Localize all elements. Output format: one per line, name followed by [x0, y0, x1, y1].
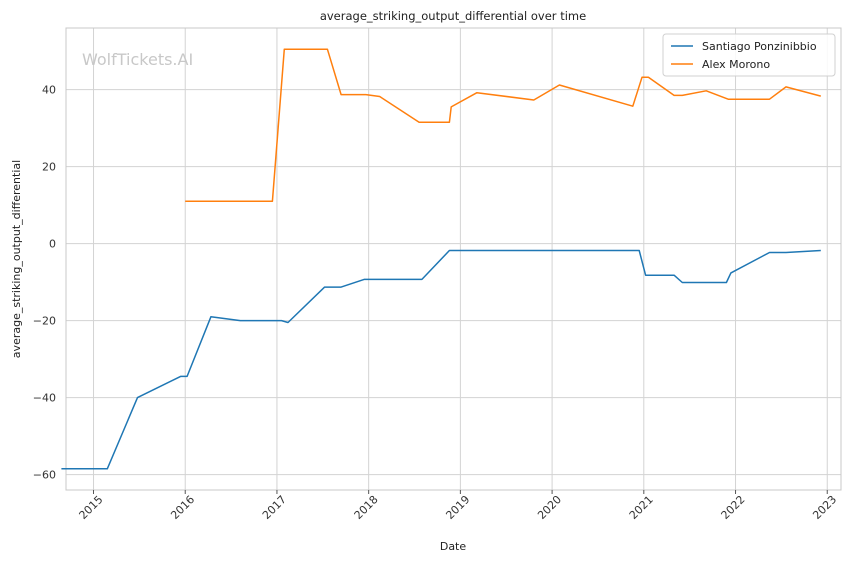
x-tick-label: 2018 — [352, 493, 381, 522]
series-line-santiago-ponzinibbio — [61, 249, 821, 470]
x-tick-label: 2022 — [719, 493, 748, 522]
series-line-alex-morono — [185, 48, 821, 203]
y-tick-label: 0 — [49, 238, 56, 251]
x-tick-label: 2016 — [168, 493, 197, 522]
legend-label-alex-morono: Alex Morono — [702, 58, 770, 71]
y-tick-label: −40 — [33, 392, 56, 405]
x-tick-label: 2020 — [535, 493, 564, 522]
y-tick-label: −60 — [33, 469, 56, 482]
plot-frame — [65, 27, 842, 491]
y-tick-label: 40 — [42, 84, 56, 97]
legend-label-santiago-ponzinibbio: Santiago Ponzinibbio — [702, 40, 817, 53]
tick-layer: 2015 2016 2017 2018 2019 2020 2021 2022 2023 −60 −… — [33, 84, 839, 522]
y-tick-label: 20 — [42, 161, 56, 174]
x-axis-label: Date — [440, 540, 467, 553]
x-tick-label: 2017 — [260, 493, 289, 522]
legend: Santiago Ponzinibbio Alex Morono — [662, 33, 836, 77]
series-layer — [61, 48, 821, 470]
watermark: WolfTickets.AI — [82, 50, 193, 69]
x-tick-label: 2019 — [443, 493, 472, 522]
grid-layer — [66, 28, 841, 490]
y-tick-label: −20 — [33, 315, 56, 328]
legend-box — [662, 33, 836, 77]
x-tick-label: 2023 — [810, 493, 839, 522]
chart-title: average_striking_output_differential ove… — [320, 9, 586, 23]
y-axis-label: average_striking_output_differential — [10, 160, 23, 358]
x-tick-label: 2015 — [77, 493, 106, 522]
x-tick-label: 2021 — [627, 493, 656, 522]
